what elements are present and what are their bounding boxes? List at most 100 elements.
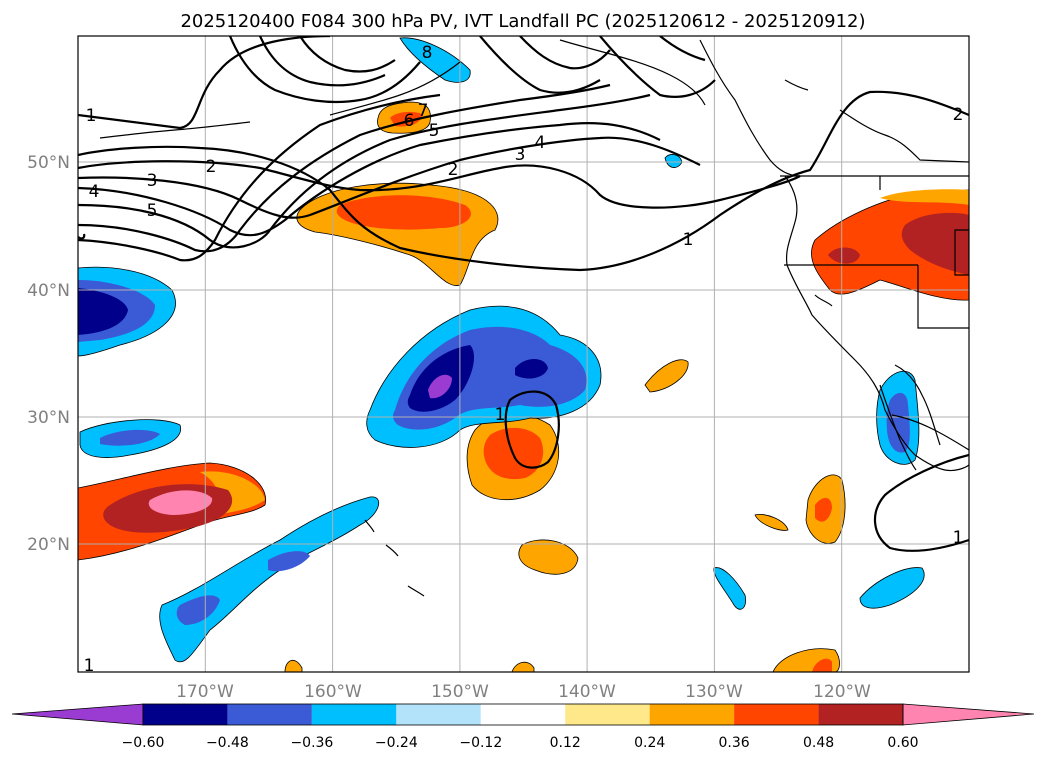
latitude-tick-labels: 50°N 40°N 30°N 20°N [27,153,70,555]
pv-label: 3 [147,171,158,191]
lat-tick-label: 30°N [27,408,70,428]
pv-contour-12 [519,36,611,70]
pv-contour-13 [599,36,716,98]
colorbar-tick-label: −0.60 [122,735,165,751]
ivt-bottom-core [812,658,832,672]
ivt-central-negative-core2 [515,359,548,379]
colorbar-segments [143,704,903,725]
colorbar-tick-label: 0.48 [803,735,834,751]
pv-contour-8 [228,36,421,104]
ivt-anomaly-fields [78,37,969,672]
lon-tick-label: 170°W [176,682,234,702]
ivt-south-negative [859,567,925,609]
colorbar-tick-label: 0.60 [887,735,918,751]
colorbar-tick-label: 0.12 [550,735,581,751]
pv-contour-closed-central [504,390,560,469]
colorbar-tick-label: −0.36 [290,735,333,751]
pv-label: 8 [422,43,433,63]
ivt-hawaii-chain-core [176,595,220,625]
ivt-far-west-negative-core [78,288,128,335]
lat-tick-label: 20°N [27,535,70,555]
pv-contour-11 [479,36,601,94]
colorbar-tick-label: −0.24 [375,735,418,751]
ivt-pnw-core2 [828,247,860,264]
pv-contour-9 [258,36,386,87]
lat-tick-label: 40°N [27,281,70,301]
pv-label: 4 [89,182,100,202]
pv-label: 5 [429,121,440,141]
colorbar-tick-label: −0.48 [206,735,249,751]
colorbar-segment [565,704,650,725]
colorbar-tick-label: 0.36 [719,735,750,751]
ivt-subtropical-peak [148,490,213,515]
lon-tick-label: 150°W [431,682,489,702]
ivt-alaska-negative [399,37,471,83]
longitude-tick-labels: 170°W 160°W 150°W 140°W 130°W 120°W [176,682,871,702]
ivt-hawaii-chain-core2 [268,551,310,572]
colorbar-segment [396,704,481,725]
map-area: 1 4 3 5 2 7 6 5 3 4 2 8 1 1 2 1 1 [78,36,969,676]
ivt-small-positive-2 [754,513,789,531]
pv-contour-5 [78,93,651,249]
lon-tick-label: 120°W [813,682,871,702]
pv-contour-4 [78,122,661,237]
colorbar-segment [734,704,819,725]
colorbar-segment [480,704,566,725]
ivt-central-negative-peak [428,374,452,399]
colorbar-segment [818,704,903,725]
pv-label: 1 [953,528,964,548]
colorbar-tick-label: 0.24 [634,735,665,751]
pv-contour-far-west-bottom [78,233,86,240]
pv-contour-1-north [78,36,331,130]
ivt-southeast-small-negative [713,567,747,610]
pv-label: 4 [535,133,546,153]
colorbar: −0.60 −0.48 −0.36 −0.24 −0.12 0.12 0.24 … [11,703,1035,751]
pv-label: 2 [953,105,964,125]
ivt-hawaii-chain-negative [159,496,380,663]
chart-title: 2025120400 F084 300 hPa PV, IVT Landfall… [180,11,865,32]
pv-label: 1 [84,656,95,676]
ivt-baja-core [886,392,910,453]
ivt-ne-pacific-core [336,195,471,230]
pv-label: 2 [206,157,217,177]
colorbar-frame [142,703,904,726]
pv-contour-14 [659,36,706,62]
ivt-bottom-small-2 [511,661,535,672]
colorbar-segment [227,704,312,725]
ivt-mexico-core [815,497,832,522]
colorbar-under-triangle [11,703,144,726]
map-frame [77,35,970,673]
pv-label: 2 [448,160,459,180]
pv-contour-mexico [873,453,969,552]
pv-contour-labels: 1 4 3 5 2 7 6 5 3 4 2 8 1 1 2 1 1 [84,43,964,676]
pv-contours [78,36,969,552]
gridlines [78,36,969,672]
pv-label: 5 [147,201,158,221]
pv-contour-2 [78,160,801,209]
pv-contour-10 [299,36,396,73]
ivt-pnw-core [901,212,969,275]
pv-label: 1 [86,106,97,126]
lon-tick-label: 160°W [304,682,362,702]
colorbar-over-triangle [902,703,1035,726]
pv-label: 7 [418,101,429,121]
pv-contour-7 [78,93,441,262]
ivt-pnw-fringe [880,189,969,205]
colorbar-segment [649,704,735,725]
ivt-hawaii-west-core [100,429,160,446]
coastlines [99,39,969,597]
ivt-east-pacific-small-positive [644,359,689,393]
ivt-south-small-positive [518,539,579,575]
ivt-subtropical-fringe [200,471,265,515]
ivt-bottom-small-1 [284,659,303,672]
colorbar-tick-label: −0.12 [459,735,502,751]
pv-contour-1-main [78,90,969,272]
pv-label: 6 [404,111,415,131]
lon-tick-label: 140°W [558,682,616,702]
lon-tick-label: 130°W [685,682,743,702]
pv-contour-3 [78,136,701,219]
pv-contour-6 [78,83,611,253]
colorbar-segment [311,704,397,725]
pv-label: 1 [495,405,506,425]
colorbar-ticks: −0.60 −0.48 −0.36 −0.24 −0.12 0.12 0.24 … [122,735,919,751]
